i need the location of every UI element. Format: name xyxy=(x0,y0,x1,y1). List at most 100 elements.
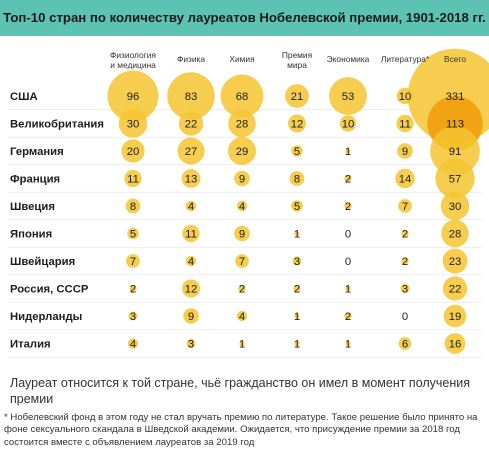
value-label: 1 xyxy=(345,146,351,158)
value-label: 5 xyxy=(130,229,136,241)
chart-header: Физиология и медицина Физика Химия Премия мир… xyxy=(110,50,466,70)
bubble xyxy=(234,170,250,187)
bubble xyxy=(126,254,140,268)
bubble xyxy=(287,114,307,133)
value-label: 10 xyxy=(342,119,355,131)
bubble xyxy=(127,227,139,240)
bubble xyxy=(395,168,415,189)
value-label: 113 xyxy=(446,119,464,131)
value-label: 5 xyxy=(294,201,300,213)
bubble xyxy=(228,109,256,138)
value-label: 9 xyxy=(402,146,408,158)
value-label: 11 xyxy=(127,174,139,186)
column-header: Химия xyxy=(229,54,254,64)
value-label: 11 xyxy=(399,119,411,131)
bubble xyxy=(435,158,475,199)
value-label: 3 xyxy=(188,339,194,351)
value-label: 83 xyxy=(185,91,198,103)
bubble xyxy=(129,284,137,293)
bubble xyxy=(128,311,138,321)
column-header: Премия мира xyxy=(282,50,312,70)
column-header: Физиология и медицина xyxy=(110,50,156,70)
value-label: 1 xyxy=(345,339,351,351)
bubble xyxy=(182,224,200,243)
bubble xyxy=(185,255,197,267)
bubble xyxy=(181,279,201,298)
column-header: Всего xyxy=(444,54,466,64)
bubble xyxy=(401,229,409,238)
chart-title: Топ-10 стран по количеству лауреатов Ноб… xyxy=(3,10,486,25)
value-label: 16 xyxy=(449,339,462,351)
bubble xyxy=(292,256,302,266)
bubble xyxy=(443,304,467,328)
bubble xyxy=(107,70,159,122)
column-header: Физика xyxy=(177,54,205,64)
bubble xyxy=(345,148,351,154)
title-bar xyxy=(0,0,489,36)
value-label: 6 xyxy=(402,339,408,351)
value-label: 0 xyxy=(345,256,351,268)
value-label: 96 xyxy=(127,91,140,103)
bubble xyxy=(398,337,412,350)
bubble xyxy=(291,200,303,212)
value-label: 3 xyxy=(402,284,408,296)
value-label: 0 xyxy=(402,311,408,323)
country-label: Швейцария xyxy=(10,256,75,268)
note-text: Лауреат относится к той стране, чьё граж… xyxy=(10,376,471,406)
value-label: 1 xyxy=(345,284,351,296)
value-label: 68 xyxy=(236,91,249,103)
value-label: 1 xyxy=(294,311,300,323)
value-label: 2 xyxy=(402,229,408,241)
footnote-text: * Нобелевский фонд в этом году не стал в… xyxy=(4,412,478,448)
value-label: 7 xyxy=(402,201,408,213)
value-label: 19 xyxy=(449,311,462,323)
value-label: 3 xyxy=(130,311,136,323)
value-label: 2 xyxy=(402,256,408,268)
value-label: 28 xyxy=(449,229,462,241)
bubble xyxy=(236,310,248,322)
value-label: 12 xyxy=(291,119,304,131)
value-label: 2 xyxy=(345,201,351,213)
bubble xyxy=(124,169,142,188)
column-header: Экономика xyxy=(327,54,370,64)
bubble xyxy=(396,114,414,133)
bubble xyxy=(293,284,301,293)
country-label: Германия xyxy=(10,146,64,158)
bubble xyxy=(183,308,199,324)
value-label: 2 xyxy=(239,284,245,296)
value-label: 30 xyxy=(449,201,462,213)
value-label: 331 xyxy=(446,91,465,103)
value-label: 27 xyxy=(185,146,198,158)
value-label: 2 xyxy=(345,174,351,186)
bubble xyxy=(289,171,305,186)
value-label: 2 xyxy=(294,284,300,296)
bubble xyxy=(442,248,468,274)
value-label: 0 xyxy=(345,229,351,241)
bubble xyxy=(444,333,466,354)
value-label: 5 xyxy=(294,146,300,158)
bubble xyxy=(344,174,352,183)
value-label: 8 xyxy=(294,174,300,186)
bubble xyxy=(294,313,300,319)
value-label: 23 xyxy=(449,256,462,268)
value-label: 9 xyxy=(239,229,245,241)
value-label: 4 xyxy=(239,201,245,213)
bubble xyxy=(345,285,351,292)
bubble xyxy=(125,198,141,214)
country-label: Япония xyxy=(10,229,52,241)
country-label: Италия xyxy=(10,339,51,351)
bubble xyxy=(234,225,250,242)
bubble xyxy=(239,340,245,347)
value-label: 22 xyxy=(185,119,198,131)
chart-rows xyxy=(8,109,482,358)
bubble xyxy=(294,340,300,347)
country-label: Россия, СССР xyxy=(10,284,89,296)
value-label: 20 xyxy=(127,146,140,158)
value-label: 1 xyxy=(294,339,300,351)
value-label: 57 xyxy=(449,174,462,186)
country-label: Великобритания xyxy=(10,119,104,131)
bubble xyxy=(220,74,264,118)
value-label: 21 xyxy=(291,91,304,103)
value-label: 7 xyxy=(239,256,245,268)
bubble xyxy=(400,284,410,293)
